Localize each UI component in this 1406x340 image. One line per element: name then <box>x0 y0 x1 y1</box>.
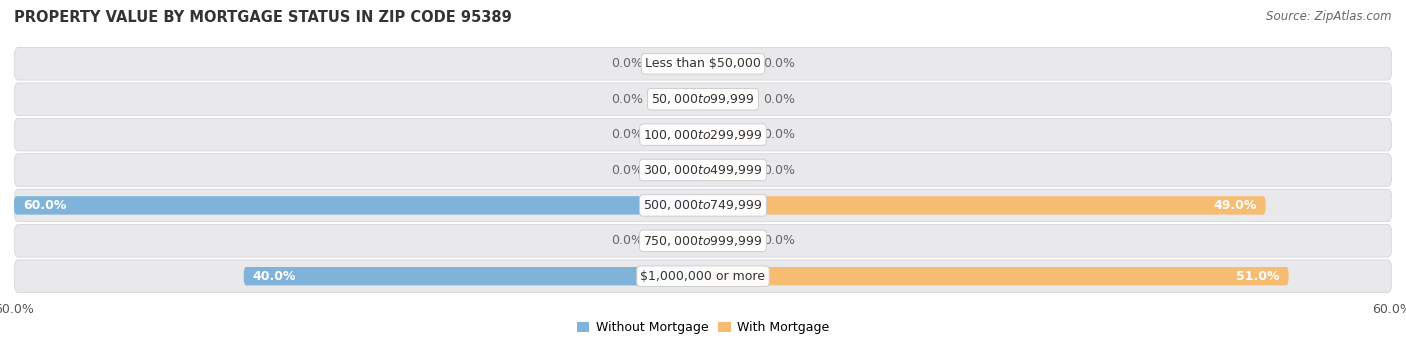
Text: 0.0%: 0.0% <box>612 57 644 70</box>
FancyBboxPatch shape <box>648 232 703 250</box>
Text: 49.0%: 49.0% <box>1213 199 1257 212</box>
Text: Less than $50,000: Less than $50,000 <box>645 57 761 70</box>
Text: 51.0%: 51.0% <box>1236 270 1279 283</box>
FancyBboxPatch shape <box>14 260 1392 292</box>
Text: 40.0%: 40.0% <box>253 270 297 283</box>
Text: $50,000 to $99,999: $50,000 to $99,999 <box>651 92 755 106</box>
Text: PROPERTY VALUE BY MORTGAGE STATUS IN ZIP CODE 95389: PROPERTY VALUE BY MORTGAGE STATUS IN ZIP… <box>14 10 512 25</box>
FancyBboxPatch shape <box>648 55 703 73</box>
Text: 0.0%: 0.0% <box>612 234 644 247</box>
Text: $750,000 to $999,999: $750,000 to $999,999 <box>644 234 762 248</box>
FancyBboxPatch shape <box>14 196 703 215</box>
FancyBboxPatch shape <box>14 118 1392 151</box>
Text: $300,000 to $499,999: $300,000 to $499,999 <box>644 163 762 177</box>
Text: 60.0%: 60.0% <box>24 199 66 212</box>
Text: $500,000 to $749,999: $500,000 to $749,999 <box>644 199 762 212</box>
Text: 0.0%: 0.0% <box>762 234 794 247</box>
Text: 0.0%: 0.0% <box>762 57 794 70</box>
Text: Source: ZipAtlas.com: Source: ZipAtlas.com <box>1267 10 1392 23</box>
FancyBboxPatch shape <box>703 196 1265 215</box>
Text: 0.0%: 0.0% <box>762 164 794 176</box>
Text: $100,000 to $299,999: $100,000 to $299,999 <box>644 128 762 141</box>
FancyBboxPatch shape <box>703 90 758 108</box>
FancyBboxPatch shape <box>14 48 1392 80</box>
FancyBboxPatch shape <box>14 189 1392 222</box>
Legend: Without Mortgage, With Mortgage: Without Mortgage, With Mortgage <box>572 317 834 339</box>
Text: $1,000,000 or more: $1,000,000 or more <box>641 270 765 283</box>
Text: 0.0%: 0.0% <box>762 128 794 141</box>
FancyBboxPatch shape <box>703 125 758 144</box>
FancyBboxPatch shape <box>243 267 703 285</box>
Text: 0.0%: 0.0% <box>612 93 644 106</box>
FancyBboxPatch shape <box>703 55 758 73</box>
FancyBboxPatch shape <box>703 161 758 179</box>
FancyBboxPatch shape <box>648 161 703 179</box>
FancyBboxPatch shape <box>648 125 703 144</box>
FancyBboxPatch shape <box>648 90 703 108</box>
FancyBboxPatch shape <box>14 83 1392 116</box>
Text: 0.0%: 0.0% <box>612 128 644 141</box>
Text: 0.0%: 0.0% <box>762 93 794 106</box>
FancyBboxPatch shape <box>14 154 1392 186</box>
FancyBboxPatch shape <box>703 267 1289 285</box>
FancyBboxPatch shape <box>703 232 758 250</box>
Text: 0.0%: 0.0% <box>612 164 644 176</box>
FancyBboxPatch shape <box>14 224 1392 257</box>
